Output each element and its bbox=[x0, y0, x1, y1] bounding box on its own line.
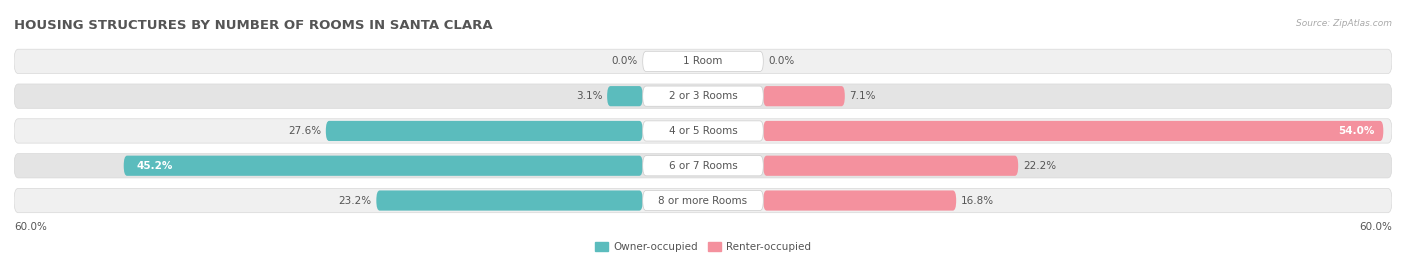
FancyBboxPatch shape bbox=[763, 121, 1384, 141]
Text: 8 or more Rooms: 8 or more Rooms bbox=[658, 195, 748, 205]
FancyBboxPatch shape bbox=[763, 156, 1018, 176]
Text: 2 or 3 Rooms: 2 or 3 Rooms bbox=[669, 91, 737, 101]
Text: HOUSING STRUCTURES BY NUMBER OF ROOMS IN SANTA CLARA: HOUSING STRUCTURES BY NUMBER OF ROOMS IN… bbox=[14, 19, 492, 32]
FancyBboxPatch shape bbox=[124, 156, 643, 176]
Text: 7.1%: 7.1% bbox=[849, 91, 876, 101]
FancyBboxPatch shape bbox=[643, 190, 763, 211]
Text: 60.0%: 60.0% bbox=[14, 222, 46, 232]
FancyBboxPatch shape bbox=[14, 188, 1392, 213]
FancyBboxPatch shape bbox=[643, 51, 763, 72]
Text: 54.0%: 54.0% bbox=[1337, 126, 1374, 136]
FancyBboxPatch shape bbox=[607, 86, 643, 106]
Text: 16.8%: 16.8% bbox=[960, 195, 994, 205]
FancyBboxPatch shape bbox=[643, 121, 763, 141]
Text: 45.2%: 45.2% bbox=[136, 161, 173, 171]
FancyBboxPatch shape bbox=[326, 121, 643, 141]
Text: 60.0%: 60.0% bbox=[1360, 222, 1392, 232]
FancyBboxPatch shape bbox=[14, 154, 1392, 178]
Text: Source: ZipAtlas.com: Source: ZipAtlas.com bbox=[1296, 19, 1392, 28]
FancyBboxPatch shape bbox=[643, 156, 763, 176]
FancyBboxPatch shape bbox=[14, 84, 1392, 108]
Text: 1 Room: 1 Room bbox=[683, 56, 723, 66]
Text: 0.0%: 0.0% bbox=[612, 56, 638, 66]
Text: 23.2%: 23.2% bbox=[339, 195, 371, 205]
Legend: Owner-occupied, Renter-occupied: Owner-occupied, Renter-occupied bbox=[591, 238, 815, 256]
FancyBboxPatch shape bbox=[763, 86, 845, 106]
FancyBboxPatch shape bbox=[14, 49, 1392, 73]
FancyBboxPatch shape bbox=[14, 119, 1392, 143]
Text: 4 or 5 Rooms: 4 or 5 Rooms bbox=[669, 126, 737, 136]
FancyBboxPatch shape bbox=[763, 190, 956, 211]
FancyBboxPatch shape bbox=[643, 86, 763, 106]
Text: 3.1%: 3.1% bbox=[576, 91, 603, 101]
Text: 0.0%: 0.0% bbox=[768, 56, 794, 66]
Text: 27.6%: 27.6% bbox=[288, 126, 321, 136]
FancyBboxPatch shape bbox=[377, 190, 643, 211]
Text: 6 or 7 Rooms: 6 or 7 Rooms bbox=[669, 161, 737, 171]
Text: 22.2%: 22.2% bbox=[1022, 161, 1056, 171]
